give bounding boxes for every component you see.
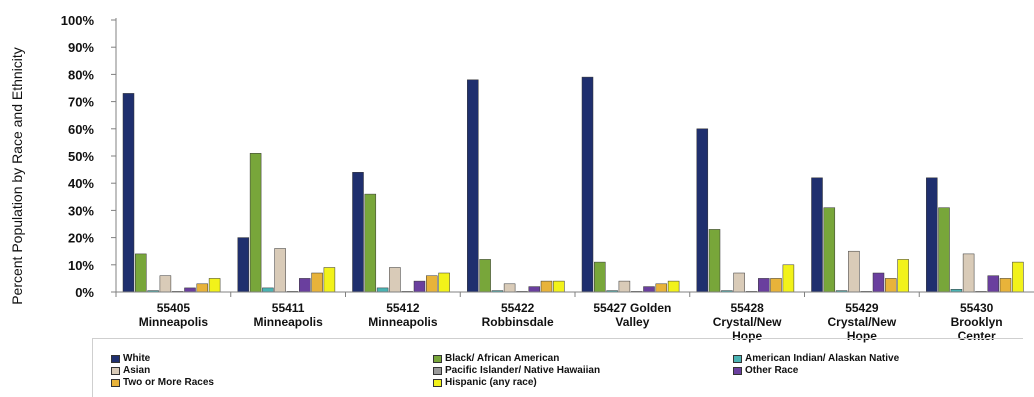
bar-white-6 bbox=[811, 177, 823, 293]
bar-asian-3 bbox=[503, 283, 516, 293]
bar-two-or-more-races-5 bbox=[770, 278, 782, 293]
y-tick-label: 30% bbox=[68, 203, 94, 218]
bar-hispanic-any-race--5 bbox=[782, 264, 795, 293]
bar-asian-5 bbox=[733, 272, 745, 293]
x-category-label: 55427 Golden Valley bbox=[593, 301, 671, 329]
legend-label: Other Race bbox=[745, 365, 799, 376]
bar-two-or-more-races-1 bbox=[311, 272, 323, 293]
y-tick-label: 60% bbox=[68, 122, 94, 137]
x-category-label: 55411 Minneapolis bbox=[253, 301, 323, 329]
legend-swatch bbox=[733, 366, 742, 375]
bar-two-or-more-races-6 bbox=[885, 278, 897, 293]
legend-swatch bbox=[111, 366, 120, 375]
y-tick-label: 90% bbox=[68, 40, 94, 55]
legend: White Black/ African American American Ind… bbox=[92, 338, 1023, 397]
bar-other-race-5 bbox=[758, 278, 770, 293]
bar-hispanic-any-race--2 bbox=[438, 272, 450, 293]
bar-two-or-more-races-0 bbox=[196, 283, 209, 293]
bar-other-race-2 bbox=[413, 280, 426, 293]
bar-two-or-more-races-4 bbox=[655, 283, 668, 293]
bar-asian-0 bbox=[159, 275, 172, 293]
bar-hispanic-any-race--0 bbox=[208, 278, 221, 293]
legend-swatch bbox=[433, 378, 442, 387]
bar-asian-2 bbox=[389, 267, 401, 293]
x-category-label: 55405 Minneapolis bbox=[139, 301, 209, 329]
legend-swatch bbox=[111, 378, 120, 387]
bar-other-race-4 bbox=[643, 286, 655, 293]
y-tick-label: 10% bbox=[68, 258, 94, 273]
y-tick-label: 70% bbox=[68, 95, 94, 110]
bar-hispanic-any-race--3 bbox=[553, 280, 565, 293]
bar-asian-4 bbox=[618, 280, 631, 293]
legend-item: Black/ African American bbox=[433, 353, 559, 364]
legend-label: Asian bbox=[123, 365, 151, 376]
y-tick-label: 80% bbox=[68, 67, 94, 82]
x-category-label: 55412 Minneapolis bbox=[368, 301, 438, 329]
bar-white-7 bbox=[926, 177, 938, 293]
legend-label: Hispanic (any race) bbox=[445, 377, 537, 388]
bar-other-race-6 bbox=[872, 272, 885, 293]
bar-american-indian-alaskan-native-1 bbox=[262, 287, 274, 293]
x-category-label: 55430 Brooklyn Center bbox=[951, 301, 1003, 343]
bar-black-african-american-7 bbox=[938, 207, 950, 293]
bar-hispanic-any-race--4 bbox=[667, 280, 680, 293]
legend-label: American Indian/ Alaskan Native bbox=[745, 353, 900, 364]
bar-white-1 bbox=[237, 237, 250, 293]
bar-two-or-more-races-7 bbox=[999, 278, 1012, 293]
y-tick-label: 20% bbox=[68, 231, 94, 246]
legend-label: White bbox=[123, 353, 151, 364]
y-tick-label: 0% bbox=[75, 285, 94, 300]
legend-item: Other Race bbox=[733, 365, 798, 376]
bar-hispanic-any-race--6 bbox=[897, 259, 909, 293]
bar-black-african-american-5 bbox=[708, 229, 721, 293]
legend-label: Two or More Races bbox=[123, 377, 214, 388]
bar-black-african-american-3 bbox=[479, 259, 491, 293]
bar-black-african-american-6 bbox=[823, 207, 836, 293]
legend-item: Asian bbox=[111, 365, 150, 376]
bar-asian-7 bbox=[962, 253, 975, 293]
legend-swatch bbox=[433, 366, 442, 375]
legend-item: Two or More Races bbox=[111, 377, 214, 388]
bar-white-4 bbox=[581, 76, 594, 293]
legend-swatch bbox=[111, 354, 120, 363]
bar-other-race-1 bbox=[299, 278, 311, 293]
bar-hispanic-any-race--7 bbox=[1012, 261, 1024, 293]
y-tick-label: 50% bbox=[68, 149, 94, 164]
y-axis-label: Percent Population by Race and Ethnicity bbox=[9, 47, 25, 305]
x-category-label: 55428 Crystal/New Hope bbox=[713, 301, 782, 343]
bar-black-african-american-4 bbox=[594, 261, 606, 293]
bar-black-african-american-0 bbox=[135, 253, 147, 293]
legend-label: Black/ African American bbox=[445, 353, 560, 364]
bar-black-african-american-1 bbox=[249, 153, 262, 293]
bar-white-2 bbox=[352, 172, 364, 293]
bar-asian-1 bbox=[274, 248, 286, 293]
bar-hispanic-any-race--1 bbox=[323, 267, 336, 293]
legend-label: Pacific Islander/ Native Hawaiian bbox=[445, 365, 601, 376]
x-category-label: 55429 Crystal/New Hope bbox=[828, 301, 897, 343]
legend-item: White bbox=[111, 353, 150, 364]
bar-other-race-0 bbox=[184, 287, 196, 293]
y-tick-label: 100% bbox=[61, 13, 95, 28]
bar-two-or-more-races-3 bbox=[540, 280, 553, 293]
legend-swatch bbox=[733, 354, 742, 363]
legend-item: Pacific Islander/ Native Hawaiian bbox=[433, 365, 600, 376]
bar-american-indian-alaskan-native-2 bbox=[376, 287, 389, 293]
bar-white-0 bbox=[122, 93, 135, 293]
bar-white-3 bbox=[467, 79, 479, 293]
legend-swatch bbox=[433, 354, 442, 363]
bar-other-race-7 bbox=[987, 275, 1000, 293]
bar-black-african-american-2 bbox=[364, 193, 377, 293]
x-category-label: 55422 Robbinsdale bbox=[482, 301, 554, 329]
bar-white-5 bbox=[696, 128, 709, 293]
y-tick-label: 40% bbox=[68, 176, 94, 191]
bar-two-or-more-races-2 bbox=[426, 275, 438, 293]
legend-item: Hispanic (any race) bbox=[433, 377, 537, 388]
bar-asian-6 bbox=[848, 250, 860, 293]
legend-item: American Indian/ Alaskan Native bbox=[733, 353, 899, 364]
bar-other-race-3 bbox=[528, 286, 541, 293]
